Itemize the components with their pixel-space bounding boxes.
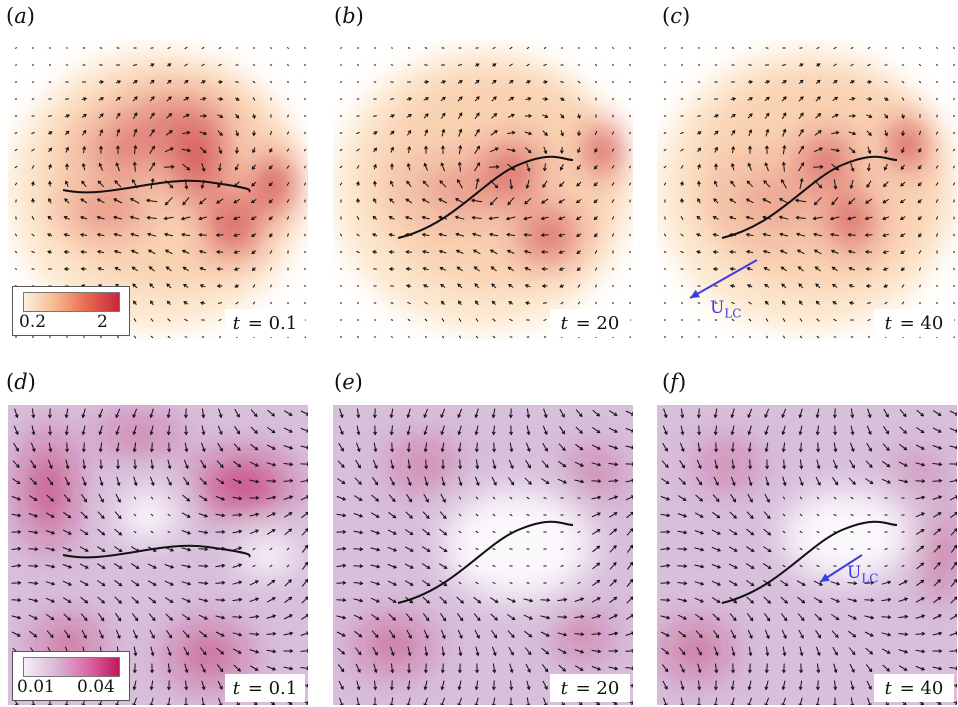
panel-f-plot [657, 405, 957, 705]
body-curve-e [397, 520, 574, 604]
panel-a: 0.2 2 t = 0.1 [8, 40, 308, 340]
ulc-label-c: ULC [710, 298, 742, 321]
panel-label-f: (f) [662, 370, 687, 394]
colorbar-a-max: 2 [97, 312, 108, 332]
colorbar-d-gradient [23, 657, 120, 677]
colorbar-a: 0.2 2 [12, 286, 130, 336]
panel-c: ULC t = 40 [657, 40, 957, 340]
panel-a-plot [8, 40, 308, 340]
panel-e-plot [333, 405, 633, 705]
panel-b-plot [333, 40, 633, 340]
panel-b: t = 20 [333, 40, 633, 340]
panel-e: t = 20 [333, 405, 633, 705]
colorbar-d-max: 0.04 [77, 677, 115, 697]
body-curve-f [721, 520, 898, 604]
colorbar-d-min: 0.01 [17, 677, 55, 697]
time-label-b: t = 20 [550, 309, 630, 337]
time-label-e: t = 20 [550, 674, 630, 702]
colorbar-d: 0.01 0.04 [12, 651, 130, 701]
panel-c-plot [657, 40, 957, 340]
time-label-a: t = 0.1 [225, 309, 305, 337]
ulc-label-f: ULC [847, 563, 879, 586]
time-label-d: t = 0.1 [225, 674, 305, 702]
time-label-f: t = 40 [874, 674, 954, 702]
panel-f: ULC t = 40 [657, 405, 957, 705]
time-label-c: t = 40 [874, 309, 954, 337]
panel-d: 0.01 0.04 t = 0.1 [8, 405, 308, 705]
panel-label-a: (a) [6, 4, 35, 28]
panel-label-d: (d) [6, 370, 36, 394]
body-curve-a [62, 179, 251, 194]
ulc-arrow-f [819, 554, 863, 583]
colorbar-a-gradient [23, 292, 120, 312]
body-curve-d [62, 544, 251, 559]
panel-label-b: (b) [334, 4, 364, 28]
ulc-arrow-c [689, 259, 758, 299]
panel-label-e: (e) [334, 370, 363, 394]
body-curve-b [397, 155, 574, 239]
colorbar-a-min: 0.2 [19, 312, 47, 332]
body-curve-c [721, 155, 898, 239]
panel-label-c: (c) [662, 4, 691, 28]
